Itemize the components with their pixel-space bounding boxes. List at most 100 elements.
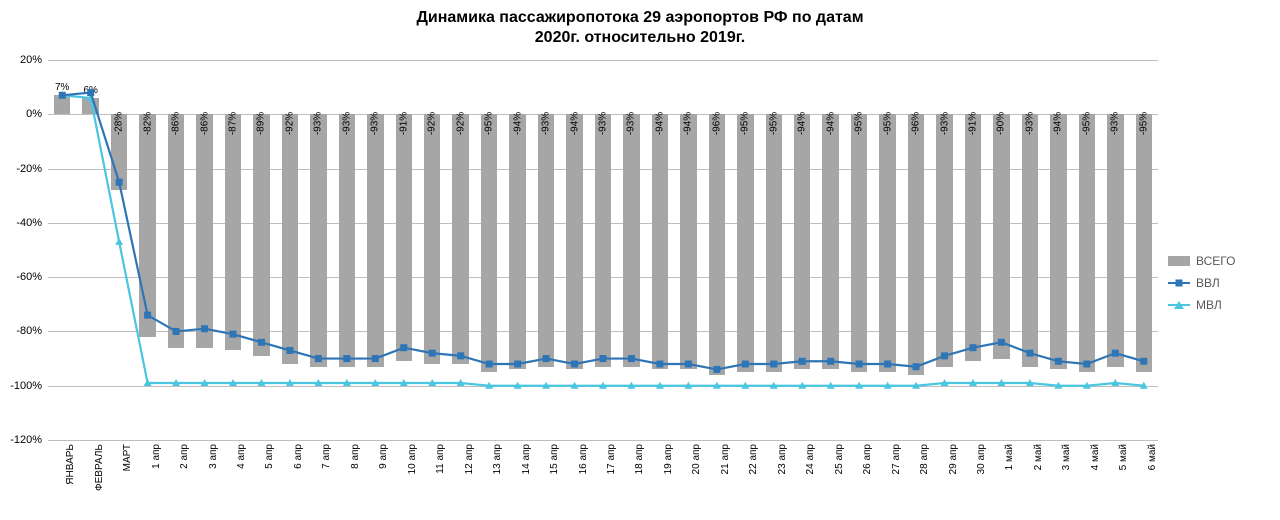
vvl-marker — [343, 355, 350, 362]
vvl-marker — [884, 361, 891, 368]
x-tick: 3 май — [1061, 444, 1072, 470]
vvl-marker — [1140, 358, 1147, 365]
vvl-marker — [998, 339, 1005, 346]
x-tick: 30 апр — [976, 444, 987, 474]
vvl-marker — [571, 361, 578, 368]
vvl-marker — [230, 331, 237, 338]
mvl-marker — [115, 238, 123, 245]
x-tick: 10 апр — [407, 444, 418, 474]
vvl-marker — [770, 361, 777, 368]
vvl-marker — [457, 352, 464, 359]
vvl-marker — [1055, 358, 1062, 365]
vvl-marker — [713, 366, 720, 373]
vvl-marker — [258, 339, 265, 346]
y-tick: -40% — [16, 217, 42, 229]
legend-label: МВЛ — [1196, 298, 1222, 312]
vvl-marker — [600, 355, 607, 362]
x-tick: 12 апр — [464, 444, 475, 474]
y-tick: -100% — [10, 380, 42, 392]
vvl-marker — [1083, 361, 1090, 368]
legend-swatch-line — [1168, 282, 1190, 284]
legend-swatch-line — [1168, 304, 1190, 306]
x-tick: 18 апр — [634, 444, 645, 474]
x-tick: 15 апр — [549, 444, 560, 474]
x-tick: 2 апр — [179, 444, 190, 469]
legend-item: МВЛ — [1168, 294, 1235, 316]
legend: ВСЕГО ВВЛ МВЛ — [1168, 250, 1235, 316]
line-series-layer — [48, 60, 1158, 440]
x-tick: 16 апр — [578, 444, 589, 474]
vvl-marker — [1026, 350, 1033, 357]
x-tick: 9 апр — [378, 444, 389, 469]
vvl-marker — [742, 361, 749, 368]
vvl-marker — [799, 358, 806, 365]
vvl-marker — [913, 363, 920, 370]
passenger-flow-chart: Динамика пассажиропотока 29 аэропортов Р… — [0, 0, 1280, 520]
legend-marker — [1176, 280, 1183, 287]
vvl-marker — [941, 352, 948, 359]
vvl-marker — [1112, 350, 1119, 357]
x-tick: 1 май — [1004, 444, 1015, 470]
x-tick: 7 апр — [321, 444, 332, 469]
x-tick: 19 апр — [663, 444, 674, 474]
mvl-line — [62, 95, 1144, 385]
vvl-marker — [827, 358, 834, 365]
x-tick: 13 апр — [492, 444, 503, 474]
legend-item: ВВЛ — [1168, 272, 1235, 294]
chart-title: Динамика пассажиропотока 29 аэропортов Р… — [0, 8, 1280, 48]
vvl-marker — [201, 325, 208, 332]
y-tick: 0% — [26, 108, 42, 120]
x-tick: 4 май — [1090, 444, 1101, 470]
vvl-marker — [628, 355, 635, 362]
x-tick: 26 апр — [862, 444, 873, 474]
vvl-marker — [315, 355, 322, 362]
x-tick: 27 апр — [891, 444, 902, 474]
x-tick: 11 апр — [435, 444, 446, 474]
y-tick: -60% — [16, 271, 42, 283]
vvl-marker — [116, 179, 123, 186]
x-tick: 1 апр — [151, 444, 162, 469]
legend-marker — [1174, 301, 1184, 309]
vvl-marker — [286, 347, 293, 354]
vvl-marker — [970, 344, 977, 351]
vvl-marker — [173, 328, 180, 335]
y-tick: -80% — [16, 325, 42, 337]
x-tick: 24 апр — [805, 444, 816, 474]
vvl-marker — [514, 361, 521, 368]
x-tick: 29 апр — [948, 444, 959, 474]
x-tick: 20 апр — [691, 444, 702, 474]
vvl-line — [62, 93, 1144, 370]
legend-swatch-bar — [1168, 256, 1190, 266]
plot-area: -120%-100%-80%-60%-40%-20%0%20%7%ЯНВАРЬ6… — [48, 60, 1158, 440]
vvl-marker — [543, 355, 550, 362]
x-tick: 3 апр — [208, 444, 219, 469]
vvl-marker — [144, 312, 151, 319]
vvl-marker — [656, 361, 663, 368]
x-tick: 23 апр — [777, 444, 788, 474]
x-tick: 6 апр — [293, 444, 304, 469]
vvl-marker — [87, 89, 94, 96]
y-tick: -20% — [16, 163, 42, 175]
x-tick: 8 апр — [350, 444, 361, 469]
x-tick: ЯНВАРЬ — [65, 444, 76, 485]
vvl-marker — [429, 350, 436, 357]
legend-label: ВСЕГО — [1196, 254, 1235, 268]
x-tick: 17 апр — [606, 444, 617, 474]
x-tick: 22 апр — [748, 444, 759, 474]
x-tick: 5 май — [1118, 444, 1129, 470]
x-tick: 2 май — [1033, 444, 1044, 470]
legend-label: ВВЛ — [1196, 276, 1220, 290]
x-tick: 6 май — [1147, 444, 1158, 470]
x-tick: 4 апр — [236, 444, 247, 469]
x-tick: 14 апр — [521, 444, 532, 474]
vvl-marker — [400, 344, 407, 351]
legend-item: ВСЕГО — [1168, 250, 1235, 272]
chart-title-line1: Динамика пассажиропотока 29 аэропортов Р… — [416, 9, 863, 26]
vvl-marker — [856, 361, 863, 368]
y-tick: -120% — [10, 434, 42, 446]
vvl-marker — [685, 361, 692, 368]
x-tick: 5 апр — [264, 444, 275, 469]
vvl-marker — [486, 361, 493, 368]
gridline — [48, 440, 1158, 441]
x-tick: ФЕВРАЛЬ — [94, 444, 105, 491]
